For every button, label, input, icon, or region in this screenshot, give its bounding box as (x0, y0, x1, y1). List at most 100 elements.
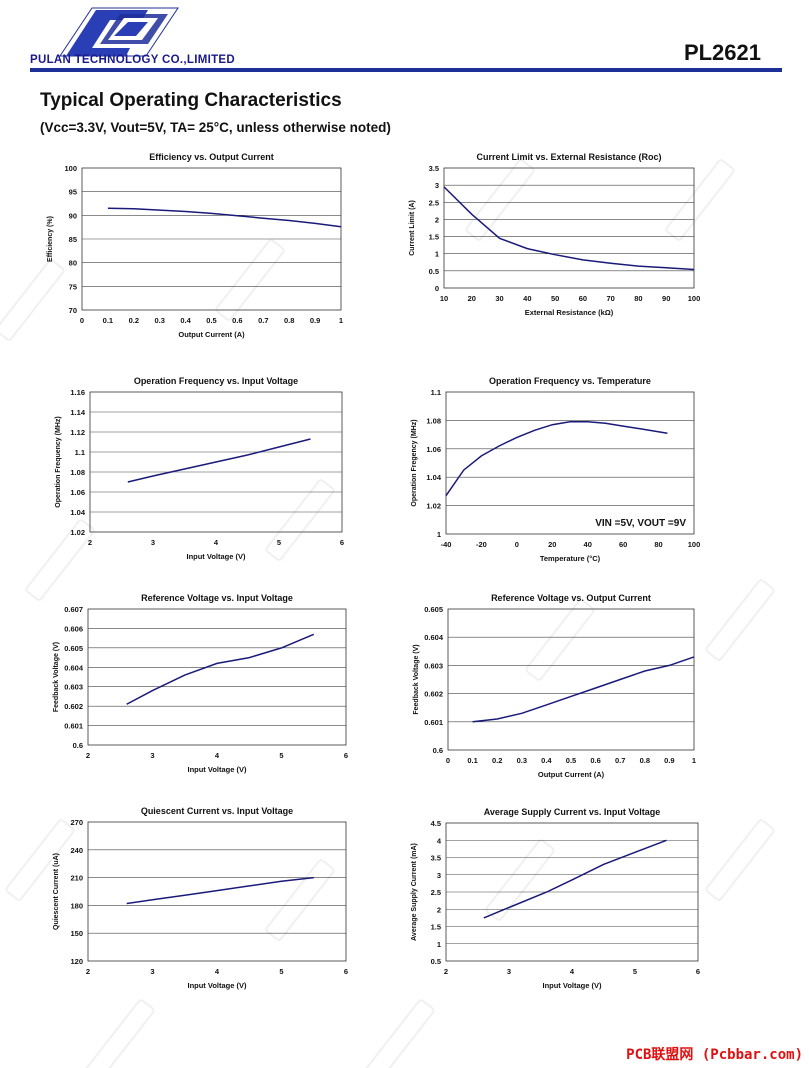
chart-0-xtick-label: 0.2 (129, 316, 139, 325)
chart-6-plot-area (87, 821, 347, 962)
chart-5-ytick-label: 0.604 (424, 633, 444, 642)
chart-4-series-line (126, 633, 315, 705)
chart-1-series-line (443, 186, 695, 271)
chart-1-xlabel: External Resistance (kΩ) (525, 308, 614, 317)
chart-5-ytick-label: 0.605 (424, 605, 443, 614)
chart-3-ytick-label: 1.1 (431, 388, 441, 397)
chart-5-xtick-label: 0.3 (517, 756, 527, 765)
chart-5-xtick-label: 0.2 (492, 756, 502, 765)
chart-2-ytick-label: 1.14 (70, 408, 85, 417)
chart-7-ytick-label: 3 (437, 871, 441, 880)
chart-5-xlabel: Output Current (A) (538, 770, 605, 779)
chart-5-xtick-label: 0.1 (467, 756, 477, 765)
chart-6-xtick-label: 2 (86, 967, 90, 976)
chart-3-xtick-label: 60 (619, 540, 627, 549)
chart-7-ytick-label: 1.5 (431, 923, 441, 932)
chart-2-xtick-label: 5 (277, 538, 281, 547)
chart-4-ytick-label: 0.603 (64, 683, 83, 692)
chart-3-ytick-label: 1.08 (426, 416, 441, 425)
chart-6-xtick-label: 6 (344, 967, 348, 976)
chart-7-ytick-label: 4 (437, 836, 442, 845)
chart-6-xtick-label: 4 (215, 967, 220, 976)
chart-0-title: Efficiency vs. Output Current (149, 152, 274, 162)
footer-source: PCB联盟网 (Pcbbar.com) (626, 1047, 803, 1063)
section-title: Typical Operating Characteristics (40, 90, 342, 111)
chart-2-ytick-label: 1.12 (70, 428, 85, 437)
chart-3-xtick-label: 100 (688, 540, 701, 549)
chart-0-xtick-label: 0.4 (180, 316, 191, 325)
chart-3-xtick-label: 0 (515, 540, 519, 549)
chart-average-supply-current-vs-input-voltage: Average Supply Current vs. Input Voltage… (404, 802, 714, 1000)
chart-7-ytick-label: 1 (437, 940, 441, 949)
chart-3-xtick-label: 20 (548, 540, 556, 549)
chart-0-ylabel: Efficiency (%) (47, 216, 54, 262)
chart-0-xtick-label: 0.9 (310, 316, 320, 325)
chart-3-ytick-label: 1.04 (426, 473, 441, 482)
watermark-mark (365, 999, 435, 1068)
chart-3-ytick-label: 1 (437, 530, 441, 539)
chart-2-xtick-label: 2 (88, 538, 92, 547)
watermark-mark (85, 999, 155, 1068)
chart-7-ytick-label: 4.5 (431, 819, 441, 828)
chart-6-ytick-label: 210 (70, 874, 83, 883)
chart-2-ytick-label: 1.06 (70, 488, 85, 497)
chart-2-xlabel: Input Voltage (V) (186, 552, 246, 561)
chart-4-ytick-label: 0.601 (64, 722, 83, 731)
chart-5-ylabel: Feedback Voltage (V) (413, 644, 420, 714)
chart-1-xtick-label: 50 (551, 294, 559, 303)
chart-5-ytick-label: 0.6 (433, 746, 443, 755)
chart-0-xtick-label: 0.3 (154, 316, 164, 325)
chart-6-ytick-label: 240 (70, 846, 83, 855)
watermark-mark (705, 579, 775, 661)
chart-7-ytick-label: 0.5 (431, 957, 441, 966)
chart-6-xtick-label: 3 (150, 967, 154, 976)
company-logo (59, 7, 179, 57)
chart-1-ytick-label: 0.5 (429, 267, 439, 276)
chart-7-xtick-label: 4 (570, 967, 575, 976)
chart-reference-voltage-vs-input-voltage: Reference Voltage vs. Input Voltage 0.6 0.… (36, 582, 356, 777)
chart-1-title: Current Limit vs. External Resistance (R… (476, 152, 661, 162)
chart-4-ytick-label: 0.602 (64, 702, 83, 711)
chart-1-xtick-label: 60 (579, 294, 587, 303)
chart-7-ytick-label: 2 (437, 905, 441, 914)
chart-5-xtick-label: 0 (446, 756, 450, 765)
chart-3-title: Operation Frequency vs. Temperature (489, 376, 651, 386)
header-rule (30, 68, 782, 72)
chart-5-series-line (472, 656, 695, 723)
chart-1-xtick-label: 100 (688, 294, 701, 303)
chart-0-xtick-label: 0.8 (284, 316, 294, 325)
chart-1-ytick-label: 1 (435, 250, 439, 259)
chart-operation-frequency-vs-input-voltage: Operation Frequency vs. Input Voltage 1.0… (36, 368, 356, 568)
company-name: PULAN TECHNOLOGY CO.,LIMITED (30, 54, 235, 66)
chart-1-ytick-label: 3 (435, 181, 439, 190)
chart-5-xtick-label: 0.8 (640, 756, 650, 765)
chart-2-ylabel: Operation Frequency (MHz) (55, 416, 62, 507)
chart-7-xtick-label: 6 (696, 967, 700, 976)
chart-1-ytick-label: 0 (435, 284, 439, 293)
chart-quiescent-current-vs-input-voltage: Quiescent Current vs. Input Voltage 120 15… (36, 800, 356, 998)
chart-1-plot-area (443, 167, 695, 289)
chart-7-xtick-label: 3 (507, 967, 511, 976)
chart-5-plot-area (447, 608, 695, 751)
chart-5-ytick-label: 0.602 (424, 690, 443, 699)
chart-current-limit-vs-external-resistance: Current Limit vs. External Resistance (R… (404, 148, 714, 348)
chart-4-xtick-label: 6 (344, 751, 348, 760)
chart-6-title: Quiescent Current vs. Input Voltage (141, 806, 293, 816)
chart-4-ytick-label: 0.606 (64, 624, 83, 633)
chart-0-ytick-label: 90 (69, 211, 77, 220)
chart-6-ytick-label: 270 (70, 818, 83, 827)
chart-6-ytick-label: 120 (70, 957, 83, 966)
chart-0-ytick-label: 75 (69, 282, 77, 291)
chart-0-ytick-label: 95 (69, 188, 77, 197)
chart-3-ylabel: Operation Fregency (MHz) (411, 419, 418, 506)
chart-5-xtick-label: 0.6 (590, 756, 600, 765)
chart-3-xtick-label: 80 (654, 540, 662, 549)
chart-1-xtick-label: 10 (440, 294, 448, 303)
chart-3-ytick-label: 1.02 (426, 502, 441, 511)
chart-0-ytick-label: 70 (69, 306, 77, 315)
chart-6-xlabel: Input Voltage (V) (187, 981, 247, 990)
chart-4-xlabel: Input Voltage (V) (187, 765, 247, 774)
chart-7-series-line (483, 839, 667, 919)
chart-4-title: Reference Voltage vs. Input Voltage (141, 593, 293, 603)
chart-1-xtick-label: 20 (468, 294, 476, 303)
